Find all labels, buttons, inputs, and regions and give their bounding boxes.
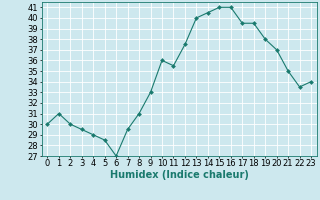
X-axis label: Humidex (Indice chaleur): Humidex (Indice chaleur)	[110, 170, 249, 180]
